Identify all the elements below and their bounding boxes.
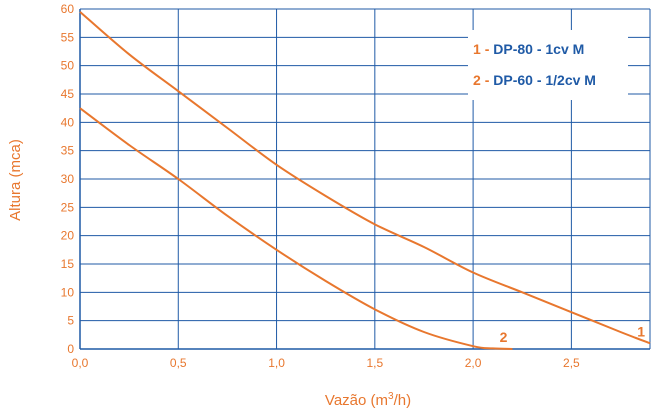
- y-tick-label-7: 35: [61, 144, 75, 158]
- x-tick-label-3: 1,5: [366, 356, 383, 370]
- x-axis-title-tail: /h): [394, 392, 412, 409]
- series-line-1: [79, 11, 651, 345]
- series-end-labels: 12: [500, 323, 646, 345]
- y-tick-label-11: 55: [61, 30, 75, 44]
- x-tick-label-5: 2,5: [563, 356, 580, 370]
- x-axis-title-base: Vazão (m: [325, 392, 388, 409]
- y-axis-title: Altura (mca): [7, 139, 24, 221]
- y-tick-label-3: 15: [61, 257, 75, 271]
- legend-entry-2: 2 - DP-60 - 1/2cv M: [473, 72, 596, 88]
- y-axis-ticks: 0 5 10 15 20 25 30 35 40 45 50 55 60: [61, 2, 75, 356]
- legend-entry-1-separator: -: [485, 41, 494, 57]
- y-tick-label-6: 30: [61, 172, 75, 186]
- y-tick-label-12: 60: [61, 2, 75, 16]
- y-tick-label-5: 25: [61, 200, 75, 214]
- x-tick-label-2: 1,0: [268, 356, 285, 370]
- y-tick-label-1: 5: [67, 314, 74, 328]
- y-tick-label-9: 45: [61, 87, 75, 101]
- x-axis-title: Vazão (m3/h): [325, 391, 411, 409]
- legend-entry-2-name: DP-60 - 1/2cv M: [493, 72, 596, 88]
- y-tick-label-4: 20: [61, 229, 75, 243]
- series-end-label-1: 1: [637, 323, 645, 339]
- series-line-2: [79, 107, 513, 350]
- x-tick-label-4: 2,0: [465, 356, 482, 370]
- grid-lines: [79, 8, 651, 350]
- y-tick-label-8: 40: [61, 115, 75, 129]
- legend-entry-2-number: 2: [473, 72, 481, 88]
- legend-box: [468, 30, 628, 100]
- y-tick-label-10: 50: [61, 59, 75, 73]
- x-axis-ticks: 0,0 0,5 1,0 1,5 2,0 2,5: [72, 356, 580, 370]
- legend-entry-1-name: DP-80 - 1cv M: [493, 41, 584, 57]
- x-axis-title-superscript: 3: [388, 391, 394, 402]
- series-lines: [79, 11, 651, 350]
- y-tick-label-2: 10: [61, 285, 75, 299]
- legend-entry-2-separator: -: [485, 72, 494, 88]
- legend: 1 - DP-80 - 1cv M 2 - DP-60 - 1/2cv M: [468, 30, 628, 100]
- y-tick-label-0: 0: [67, 342, 74, 356]
- series-end-label-2: 2: [500, 329, 508, 345]
- x-tick-label-1: 0,5: [170, 356, 187, 370]
- x-tick-label-0: 0,0: [72, 356, 89, 370]
- legend-entry-1: 1 - DP-80 - 1cv M: [473, 41, 584, 57]
- legend-entry-1-number: 1: [473, 41, 481, 57]
